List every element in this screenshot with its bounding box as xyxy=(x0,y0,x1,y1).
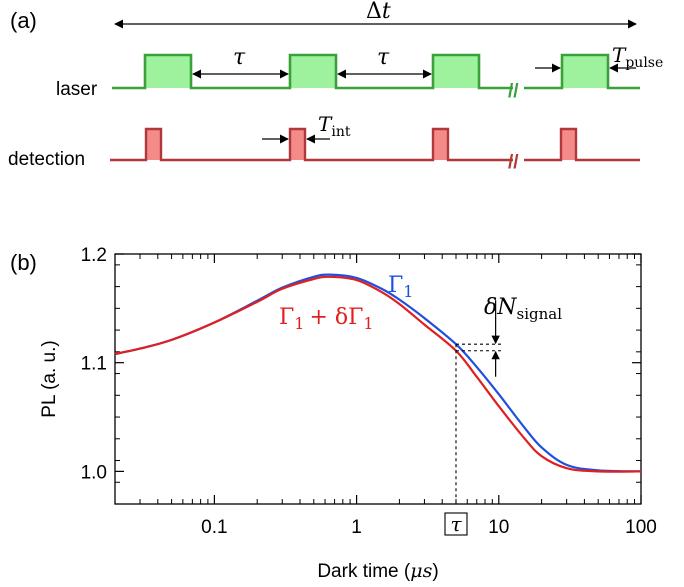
laser-trace-right xyxy=(524,53,640,90)
axis-ticks: 0.1 1 10 100 1.0 1.1 1.2 xyxy=(81,245,657,538)
laser-pulse-4 xyxy=(562,55,608,88)
x-tick-label: 100 xyxy=(625,517,657,538)
x-tick-label: 1 xyxy=(351,517,362,538)
x-tick-label: 10 xyxy=(488,517,509,538)
delta-n-label: δNsignal xyxy=(484,295,562,323)
laser-trace-left xyxy=(112,53,513,90)
detection-pulse-1 xyxy=(146,129,161,160)
detection-label: detection xyxy=(8,149,85,170)
detection-pulse-2 xyxy=(290,129,305,160)
detection-pulse-3 xyxy=(433,129,448,160)
y-tick-label: 1.1 xyxy=(81,354,107,375)
t-pulse-label: Tpulse xyxy=(612,43,663,71)
series-gamma1-line xyxy=(114,273,642,473)
detection-pulse-4 xyxy=(561,129,576,160)
x-tick-label: 0.1 xyxy=(201,517,227,538)
gamma1-plus-delta-label: Γ1 + δΓ1 xyxy=(279,305,374,333)
gamma1-label: Γ1 xyxy=(388,273,413,301)
laser-pulse-2 xyxy=(290,55,336,88)
delta-t-label: Δt xyxy=(366,0,391,24)
delta-n-annotation xyxy=(455,300,502,377)
panel-a-label: (a) xyxy=(10,8,37,33)
panel-b: (b) 0.1 1 10 100 1.0 1.1 1.2 PL (a. u.) Dark t… xyxy=(10,245,657,582)
y-axis-label: PL (a. u.) xyxy=(39,340,60,417)
tau-label-1: τ xyxy=(233,45,246,70)
chart-curves xyxy=(114,273,642,473)
detection-break-mark: // xyxy=(508,152,519,173)
tau-box xyxy=(444,512,468,536)
detection-trace-right xyxy=(524,127,640,162)
plot-frame xyxy=(114,253,642,505)
laser-label: laser xyxy=(56,79,98,100)
series-gamma1-plus-delta-line xyxy=(114,275,642,473)
y-tick-label: 1.0 xyxy=(81,462,107,483)
laser-pulses: // xyxy=(112,53,640,102)
t-int-label: Tint xyxy=(318,112,351,140)
detection-trace-left xyxy=(110,127,513,162)
laser-break-mark: // xyxy=(508,81,519,102)
laser-pulse-1 xyxy=(145,55,191,88)
tau-marker: τ xyxy=(444,344,468,536)
tau-label-2: τ xyxy=(377,45,390,70)
x-axis-label: Dark time (μs) xyxy=(317,560,438,582)
y-tick-label: 1.2 xyxy=(81,245,107,266)
tau-box-label: τ xyxy=(450,512,462,536)
panel-b-label: (b) xyxy=(10,250,37,275)
laser-pulse-3 xyxy=(433,55,479,88)
detection-pulses: // xyxy=(110,127,640,173)
panel-a: (a) Δt laser // τ τ Tpulse detection xyxy=(8,0,663,173)
